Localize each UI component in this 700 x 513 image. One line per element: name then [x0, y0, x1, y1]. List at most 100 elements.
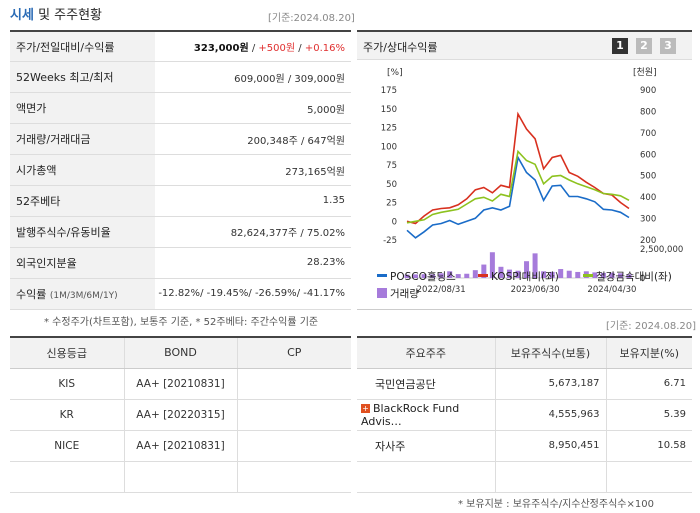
quote-label: 52주베타 — [10, 185, 155, 217]
volume-bar — [532, 253, 538, 278]
price-change-pct: +0.16% — [304, 43, 345, 55]
volume-bar — [541, 271, 547, 278]
volume-bar — [617, 273, 623, 278]
quote-row-cap: 시가총액 273,165억원 — [10, 154, 351, 186]
volume-bar — [430, 274, 436, 278]
period-button-3[interactable]: 3 — [660, 38, 676, 54]
table-row: 국민연금공단 5,673,187 6.71 — [357, 368, 692, 400]
quote-label: 주가/전일대비/수익률 — [10, 31, 155, 63]
legend-posco: POSCO홀딩스 — [377, 269, 456, 284]
period-button-2[interactable]: 2 — [636, 38, 652, 54]
quote-row-return: 수익률 (1M/3M/6M/1Y) -12.82%/ -19.45%/ -26.… — [10, 278, 351, 310]
relative-return-chart: [%] [천원] 175 150 125 100 75 50 25 0 -25 900 800 700… — [381, 67, 684, 295]
return-6m: -26.59% — [254, 288, 297, 300]
right-tick-label: 500 — [640, 172, 656, 182]
left-tick-label: 25 — [386, 199, 397, 209]
left-unit: [%] — [387, 68, 403, 78]
legend-swatch — [377, 274, 387, 277]
quote-row-volume: 거래량/거래대금 200,348주 / 647억원 — [10, 123, 351, 156]
right-tick-label: 700 — [640, 129, 656, 139]
quote-label: 52Weeks 최고/최저 — [10, 61, 155, 94]
title-rest: 및 주주현황 — [38, 8, 102, 23]
table-row: 자사주 8,950,451 10.58 — [357, 430, 692, 462]
shareholder-name: 국민연금공단 — [357, 368, 495, 400]
col-header: 주요주주 — [357, 337, 495, 369]
quote-table: 주가/전일대비/수익률 323,000원 / +500원 / +0.16% 52… — [10, 30, 351, 310]
left-tick-label: 75 — [386, 161, 397, 171]
legend-steel: 철강금속대비(좌) — [583, 269, 672, 284]
quote-row-shares: 발행주식수/유동비율 82,624,377주 / 75.02% — [10, 216, 351, 248]
right-tick-label: 400 — [640, 193, 656, 203]
quote-label: 발행주식수/유동비율 — [10, 216, 155, 248]
quote-label: 시가총액 — [10, 154, 155, 186]
base-date: [기준:2024.08.20] — [268, 13, 355, 24]
quote-value: 28.23% — [155, 247, 351, 279]
volume-bar — [404, 274, 410, 278]
shareholder-base-date: [기준: 2024.08.20] — [606, 321, 697, 332]
quote-row-52w: 52Weeks 최고/최저 609,000원 / 309,000원 — [10, 61, 351, 94]
volume-bar — [498, 266, 504, 278]
volume-bar — [506, 269, 512, 278]
return-1y: -41.17% — [303, 288, 345, 300]
volume-bar — [413, 274, 419, 278]
left-tick-label: 0 — [392, 217, 397, 227]
volume-bar — [438, 273, 444, 278]
volume-bar — [575, 271, 581, 278]
quote-value: 273,165억원 — [155, 154, 351, 186]
quote-label: 수익률 — [16, 287, 47, 301]
quote-label: 거래량/거래대금 — [10, 123, 155, 156]
left-tick-label: 100 — [381, 142, 397, 152]
quote-note: * 수정주가(차트포함), 보통주 기준, * 52주베타: 주간수익률 기준 — [44, 317, 319, 328]
col-header: 보유주식수(보통) — [494, 337, 606, 369]
volume-tick-label: 2,500,000 — [640, 245, 683, 255]
volume-bar — [524, 261, 530, 278]
volume-bar — [464, 273, 470, 278]
chart-panel: 주가/상대수익률 1 2 3 [%] [천원] 175 150 125 100 75 50… — [357, 30, 692, 310]
table-row: NICE AA+ [20210831] — [10, 430, 351, 462]
left-tick-label: 50 — [386, 180, 397, 190]
shareholder-name: BlackRock Fund Advis… — [361, 401, 460, 428]
quote-value: 1.35 — [155, 185, 351, 217]
price-change: +500원 — [258, 43, 296, 55]
table-row: KR AA+ [20220315] — [10, 399, 351, 431]
quote-value: 609,000원 / 309,000원 — [155, 61, 351, 94]
volume-bar — [515, 270, 521, 278]
title-main: 시세 — [10, 8, 34, 23]
col-header: 신용등급 — [10, 337, 124, 369]
legend-kospi: KOSPI대비(좌) — [478, 269, 559, 284]
x-tick-label: 2022/08/31 — [417, 285, 466, 295]
volume-bar — [609, 272, 615, 278]
credit-rating-table: 신용등급 BOND CP KIS AA+ [20210831] KR AA+ [… — [10, 336, 351, 493]
right-tick-label: 600 — [640, 150, 656, 160]
volume-bar — [481, 264, 487, 278]
expand-plus-icon[interactable]: + — [361, 403, 370, 413]
shareholder-name: 자사주 — [357, 430, 495, 462]
volume-bar — [566, 270, 572, 278]
legend-volume: 거래량 — [377, 286, 419, 301]
volume-bar — [489, 252, 495, 278]
quote-value: 200,348주 / 647억원 — [155, 123, 351, 156]
return-periods: (1M/3M/6M/1Y) — [49, 290, 118, 301]
quote-label: 외국인지분율 — [10, 247, 155, 279]
period-button-1[interactable]: 1 — [612, 38, 628, 54]
volume-bar — [600, 272, 606, 278]
volume-bar — [626, 274, 632, 278]
legend-swatch — [377, 288, 387, 298]
right-tick-label: 900 — [640, 86, 656, 96]
quote-value: 5,000원 — [155, 92, 351, 125]
volume-bar — [592, 272, 598, 278]
left-tick-label: 125 — [381, 124, 397, 134]
price-value: 323,000원 — [193, 43, 249, 55]
series-line-1 — [406, 111, 630, 225]
shareholder-table: 주요주주 보유주식수(보통) 보유지분(%) 국민연금공단 5,673,187 … — [357, 336, 692, 493]
volume-bar — [447, 271, 453, 278]
quote-row-foreign: 외국인지분율 28.23% — [10, 247, 351, 279]
legend-swatch — [583, 274, 593, 277]
quote-row-beta: 52주베타 1.35 — [10, 185, 351, 217]
volume-bar — [558, 269, 564, 278]
x-tick-label: 2024/04/30 — [587, 285, 636, 295]
legend-swatch — [478, 274, 488, 277]
quote-label: 액면가 — [10, 92, 155, 125]
series-line-2 — [406, 149, 630, 224]
table-row: + BlackRock Fund Advis… 4,555,963 5.39 — [357, 399, 692, 431]
